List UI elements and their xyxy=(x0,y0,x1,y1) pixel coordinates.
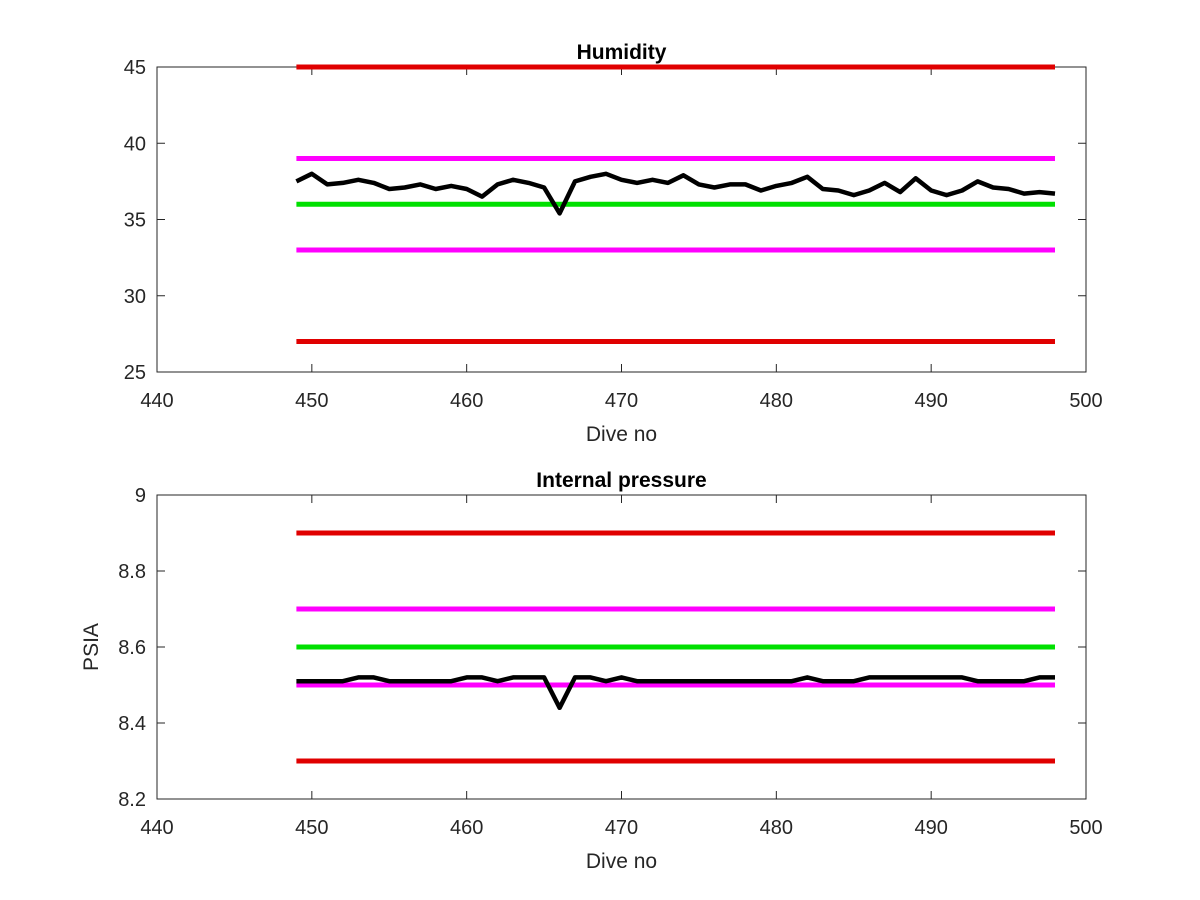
plot-area-humidity xyxy=(156,66,1087,373)
series-line-measured xyxy=(296,675,1055,711)
y-tick-label: 45 xyxy=(124,57,146,79)
y-tick-label: 35 xyxy=(124,210,146,232)
x-tick-label: 490 xyxy=(914,817,947,839)
y-tick-label: 40 xyxy=(124,133,146,155)
x-tick-label: 440 xyxy=(140,390,173,412)
y-tick-label: 30 xyxy=(124,286,146,308)
series-line-measured xyxy=(295,171,1056,216)
chart-title: Humidity xyxy=(577,41,667,64)
x-tick-label: 470 xyxy=(605,817,638,839)
x-tick-label: 460 xyxy=(450,390,483,412)
x-axis-label: Dive no xyxy=(586,423,657,446)
x-tick-label: 470 xyxy=(605,390,638,412)
x-tick-label: 500 xyxy=(1069,390,1102,412)
y-tick-label: 8.4 xyxy=(118,713,146,735)
subplot-internal-pressure: 440 450 460 470 480 490 500 8.2 8.4 8.6 8.8 9 Intern… xyxy=(80,469,1103,873)
x-axis-label: Dive no xyxy=(586,850,657,873)
x-tick-label: 450 xyxy=(295,390,328,412)
chart-title: Internal pressure xyxy=(536,469,706,492)
x-tick-label: 450 xyxy=(295,817,328,839)
y-tick-label: 25 xyxy=(124,362,146,384)
x-tick-label: 480 xyxy=(760,390,793,412)
subplot-humidity: 440 450 460 470 480 490 500 25 30 35 40 45 Humidity D… xyxy=(124,41,1103,446)
y-tick-label: 8.2 xyxy=(118,789,146,811)
x-tick-label: 490 xyxy=(914,390,947,412)
x-tick-label: 500 xyxy=(1069,817,1102,839)
x-tick-label: 440 xyxy=(140,817,173,839)
x-tick-label: 480 xyxy=(760,817,793,839)
y-tick-label: 8.6 xyxy=(118,637,146,659)
y-axis-label: PSIA xyxy=(80,623,103,671)
y-tick-label: 9 xyxy=(135,485,146,507)
x-tick-label: 460 xyxy=(450,817,483,839)
y-tick-label: 8.8 xyxy=(118,561,146,583)
